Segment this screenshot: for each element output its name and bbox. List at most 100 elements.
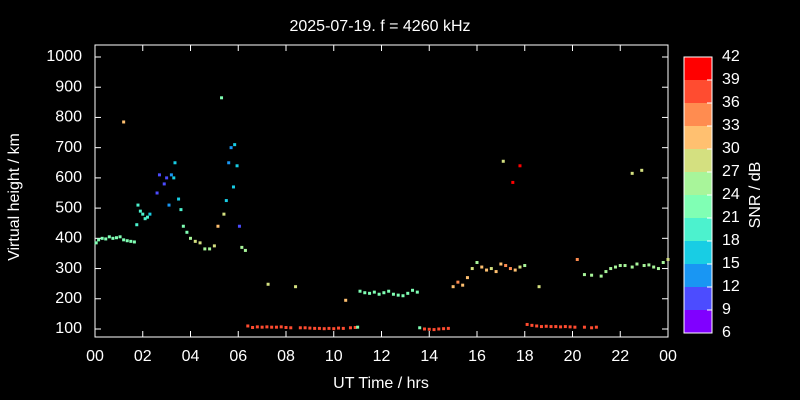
scatter-point: [590, 326, 594, 330]
scatter-point: [308, 326, 312, 330]
scatter-point: [554, 325, 558, 329]
scatter-point: [513, 268, 517, 272]
scatter-point: [104, 237, 108, 241]
scatter-point: [337, 326, 341, 330]
scatter-point: [652, 265, 656, 269]
scatter-point: [229, 146, 233, 150]
scatter-point: [356, 325, 360, 329]
colorbar-band: [684, 195, 712, 218]
scatter-point: [396, 293, 400, 297]
scatter-point: [122, 120, 126, 124]
scatter-point: [220, 96, 224, 100]
scatter-point: [656, 267, 660, 271]
colorbar-tick-label: 30: [722, 140, 740, 157]
colorbar-tick-label: 12: [722, 278, 740, 295]
scatter-point: [203, 247, 207, 251]
scatter-point: [415, 290, 419, 294]
x-axis-label: UT Time / hrs: [333, 375, 429, 392]
scatter-point: [135, 223, 139, 227]
scatter-point: [418, 326, 422, 330]
x-tick-label: 06: [229, 348, 247, 365]
x-tick-label: 20: [564, 348, 582, 365]
scatter-point: [358, 289, 362, 293]
y-tick-label: 100: [55, 320, 82, 337]
scatter-point: [260, 325, 264, 329]
scatter-point: [530, 323, 534, 327]
scatter-point: [363, 291, 367, 295]
scatter-point: [162, 182, 166, 186]
scatter-point: [132, 240, 136, 244]
scatter-point: [169, 173, 173, 177]
scatter-point: [382, 291, 386, 295]
scatter-point: [107, 235, 111, 239]
scatter-point: [604, 270, 608, 274]
scatter-point: [377, 292, 381, 296]
scatter-point: [155, 191, 159, 195]
y-tick-label: 700: [55, 139, 82, 156]
scatter-point: [94, 241, 98, 245]
scatter-point: [136, 203, 140, 207]
scatter-point: [243, 248, 247, 252]
colorbar-label: SNR / dB: [747, 162, 764, 229]
scatter-point: [489, 267, 493, 271]
scatter-point: [179, 208, 183, 212]
x-tick-label: 04: [182, 348, 200, 365]
scatter-point: [255, 325, 259, 329]
scatter-point: [661, 261, 665, 265]
scatter-point: [387, 289, 391, 293]
scatter-point: [594, 325, 598, 329]
y-axis-label: Virtual height / km: [6, 133, 23, 261]
scatter-point: [437, 327, 441, 331]
colorbar-tick-label: 9: [722, 301, 731, 318]
y-tick-label: 500: [55, 199, 82, 216]
scatter-point: [537, 285, 541, 289]
scatter-point: [582, 273, 586, 277]
scatter-point: [501, 159, 505, 163]
scatter-point: [499, 262, 503, 266]
scatter-point: [173, 161, 177, 165]
colorbar-tick-label: 42: [722, 48, 740, 65]
scatter-point: [341, 326, 345, 330]
colorbar-band: [684, 80, 712, 103]
scatter-point: [609, 267, 613, 271]
x-tick-label: 10: [325, 348, 343, 365]
scatter-point: [559, 325, 563, 329]
scatter-point: [518, 265, 522, 269]
colorbar-band: [684, 103, 712, 126]
scatter-point: [446, 326, 450, 330]
scatter-point: [118, 235, 122, 239]
scatter-point: [647, 263, 651, 267]
x-tick-label: 00: [86, 348, 104, 365]
scatter-point: [235, 164, 239, 168]
colorbar-band: [684, 264, 712, 287]
scatter-point: [216, 224, 220, 228]
scatter-point: [353, 325, 357, 329]
scatter-point: [391, 292, 395, 296]
colorbar-tick-label: 27: [722, 163, 740, 180]
scatter-point: [348, 326, 352, 330]
scatter-point: [406, 291, 410, 295]
scatter-point: [138, 209, 142, 213]
scatter-point: [129, 239, 133, 243]
scatter-point: [475, 261, 479, 265]
colorbar-band: [684, 172, 712, 195]
y-tick-label: 600: [55, 169, 82, 186]
scatter-point: [227, 161, 231, 165]
colorbar-tick-label: 24: [722, 186, 740, 203]
colorbar-band: [684, 310, 712, 333]
colorbar-band: [684, 57, 712, 80]
scatter-point: [618, 264, 622, 268]
scatter-point: [125, 239, 129, 243]
scatter-point: [111, 236, 115, 240]
scatter-point: [172, 176, 176, 180]
scatter-point: [549, 325, 553, 329]
scatter-point: [122, 238, 126, 242]
scatter-point: [274, 325, 278, 329]
scatter-point: [480, 265, 484, 269]
scatter-point: [224, 199, 228, 203]
scatter-point: [535, 324, 539, 328]
scatter-point: [368, 291, 372, 295]
